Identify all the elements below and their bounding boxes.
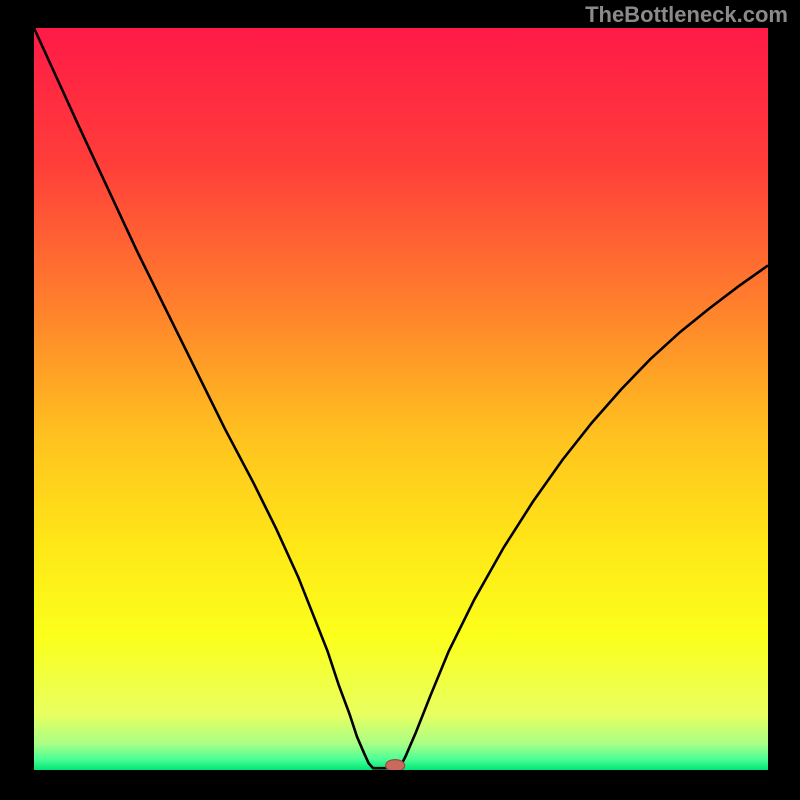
plot-area: [34, 28, 768, 770]
watermark-text: TheBottleneck.com: [585, 2, 788, 28]
gradient-background: [34, 28, 768, 770]
plot-svg: [34, 28, 768, 770]
chart-container: TheBottleneck.com: [0, 0, 800, 800]
optimum-marker: [386, 760, 405, 770]
